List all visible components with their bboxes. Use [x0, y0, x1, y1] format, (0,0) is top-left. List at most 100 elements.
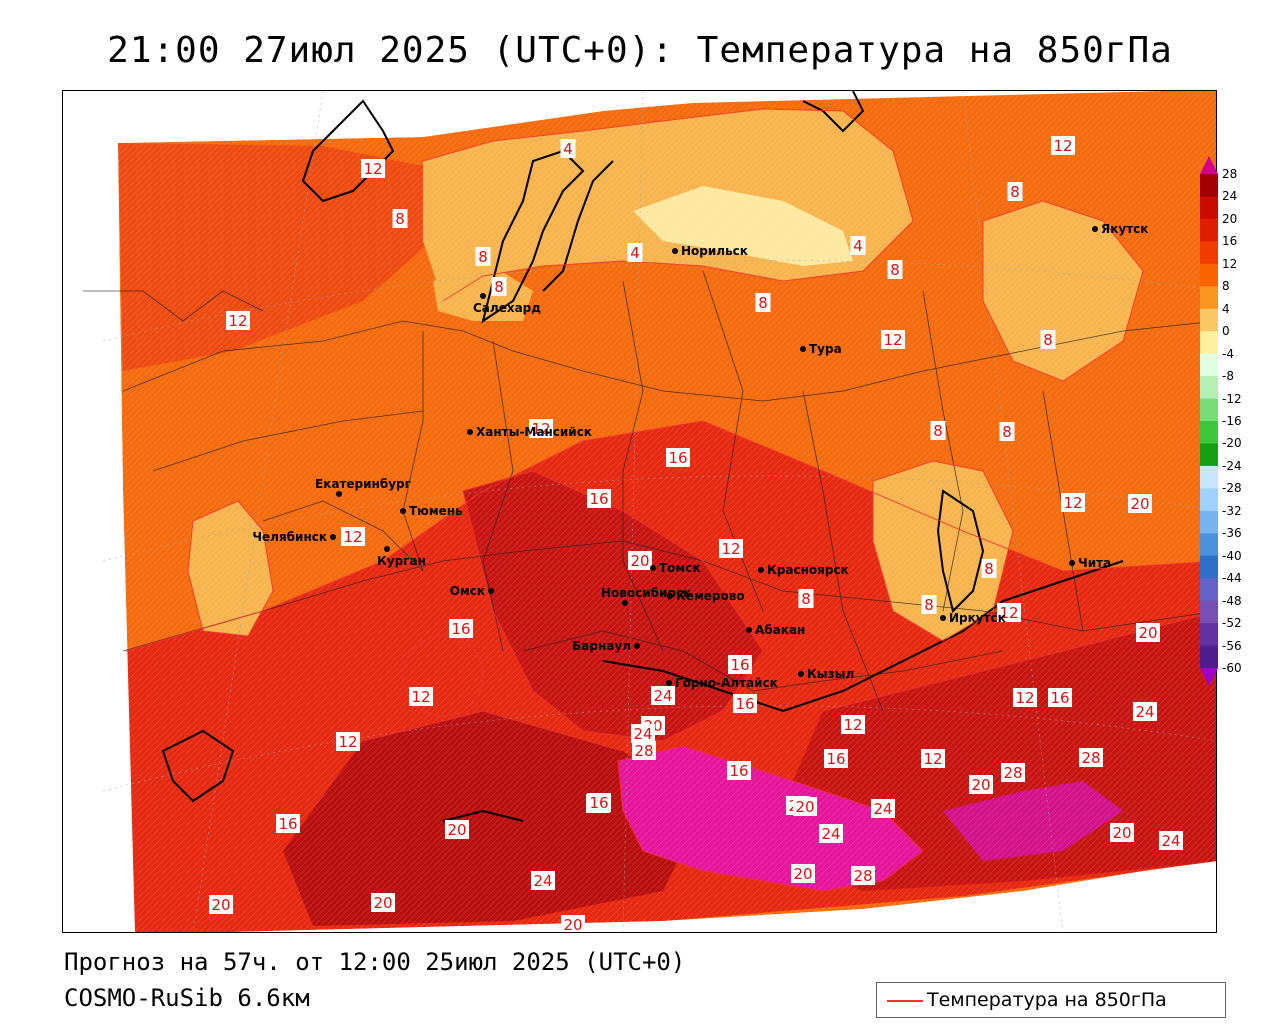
isotherm-label: 4 [563, 140, 573, 158]
isotherm-label: 16 [589, 490, 608, 508]
colorbar-tick-label: 16 [1222, 234, 1238, 249]
city-marker [634, 643, 640, 649]
isotherm-label-box [392, 209, 408, 228]
colorbar-tick-label: -20 [1222, 436, 1242, 451]
city-marker [336, 491, 342, 497]
isotherm-label: 16 [730, 656, 749, 674]
isotherm-label-box [969, 775, 993, 794]
colorbar-tick-label: 8 [1222, 279, 1230, 294]
texture-overlay [63, 91, 1216, 932]
isotherm-label-box [824, 749, 848, 768]
isotherm-label-box [209, 895, 233, 914]
colorbar-top-arrow [1200, 156, 1218, 174]
isotherm-label-box [1051, 136, 1075, 155]
isotherm-label: 12 [883, 331, 902, 349]
isotherm-label-box [632, 741, 656, 760]
city-marker [800, 346, 806, 352]
isotherm-label: 16 [729, 762, 748, 780]
city-marker [330, 534, 336, 540]
isotherm-label: 20 [795, 798, 814, 816]
isotherm-label: 16 [278, 815, 297, 833]
isotherm-label: 12 [999, 604, 1018, 622]
isotherm-label: 28 [1003, 764, 1022, 782]
isotherm-label-box [728, 655, 752, 674]
isotherm-label: 24 [653, 687, 672, 705]
isotherm-label: 8 [478, 248, 488, 266]
isotherm-label: 12 [228, 312, 247, 330]
city-label: Тура [809, 342, 842, 356]
city-label: Тюмень [409, 504, 463, 518]
isotherm-label-box [733, 694, 757, 713]
isotherm-label: 12 [1063, 494, 1082, 512]
isotherm-label-box [491, 277, 507, 296]
colorbar-tick-label: -28 [1222, 481, 1242, 496]
isotherm-label-box [651, 686, 675, 705]
isotherm-label-box [819, 824, 843, 843]
colorbar-tick-label: -32 [1222, 503, 1242, 518]
city-marker [798, 671, 804, 677]
city-marker [672, 248, 678, 254]
colorbar-swatch [1200, 465, 1218, 489]
colorbar-swatch [1200, 443, 1218, 467]
isotherm-label: 8 [801, 590, 811, 608]
isotherm-label: 16 [1050, 689, 1069, 707]
colorbar-swatch [1200, 196, 1218, 220]
isotherm-label: 12 [531, 420, 550, 438]
city-label: Иркутск [949, 611, 1006, 625]
isotherm-label: 12 [343, 528, 362, 546]
isotherm-label-box [871, 799, 895, 818]
colorbar-swatch [1200, 533, 1218, 557]
isotherm-label: 20 [211, 896, 230, 914]
colorbar-swatch [1200, 398, 1218, 422]
isotherm-label-box [531, 871, 555, 890]
isotherm-label-box [561, 915, 585, 932]
colorbar-tick-label: -60 [1222, 661, 1242, 675]
isotherm-label: 8 [1010, 183, 1020, 201]
isotherm-label: 8 [395, 210, 405, 228]
temperature-map[interactable]: 12 8 4 12 4 8 4 8 8 8 8 12 12 8 8 8 12 16 12 16 12 20 12 8 8 8 12 1… [62, 90, 1217, 933]
city-label: Омск [450, 584, 485, 598]
isotherm-label: 12 [721, 540, 740, 558]
colorbar-swatch [1200, 174, 1218, 197]
isotherm-label-box [445, 820, 469, 839]
colorbar-swatch [1200, 353, 1218, 377]
isotherm-label-box [798, 589, 814, 608]
isotherm-label-box [449, 619, 473, 638]
isotherm-label-box [361, 159, 385, 178]
isotherm-label-box [1110, 823, 1134, 842]
city-marker [384, 546, 390, 552]
city-label: Якутск [1101, 222, 1148, 236]
isotherm-label: 24 [1135, 703, 1154, 721]
isotherm-label: 24 [873, 800, 892, 818]
city-label: Красноярск [767, 563, 849, 577]
isotherm-label-box [719, 539, 743, 558]
isotherm-label: 20 [1138, 624, 1157, 642]
isotherm-label: 12 [843, 716, 862, 734]
isotherm-label-box [341, 527, 365, 546]
isotherm-label: 24 [1161, 832, 1180, 850]
isotherm-label: 28 [1081, 749, 1100, 767]
colorbar-swatch [1200, 241, 1218, 265]
colorbar-tick-label: -4 [1222, 346, 1234, 361]
isotherm-label: 12 [1015, 689, 1034, 707]
isotherm-label: 12 [923, 750, 942, 768]
city-marker [666, 680, 672, 686]
colorbar-tick-label: -12 [1222, 391, 1242, 406]
isotherm-label: 20 [793, 865, 812, 883]
isotherm-label-box [1136, 623, 1160, 642]
city-marker [1069, 560, 1075, 566]
colorbar-tick-label: -8 [1222, 369, 1234, 384]
colorbar-tick-label: 20 [1222, 211, 1238, 226]
forecast-info: Прогноз на 57ч. от 12:00 25июл 2025 (UTC… [64, 948, 686, 976]
isotherm-label-box [1007, 182, 1023, 201]
isotherm-label: 24 [533, 872, 552, 890]
colorbar-swatch [1200, 218, 1218, 242]
isotherm-label-box [409, 687, 433, 706]
isotherm-label: 12 [411, 688, 430, 706]
isotherm-label-box [793, 797, 817, 816]
city-label: Чита [1078, 556, 1111, 570]
isotherm-label-box [631, 724, 655, 743]
isotherm-label: 8 [984, 560, 994, 578]
isotherm-label-box [587, 489, 611, 508]
colorbar-tick-label: 4 [1222, 301, 1230, 316]
